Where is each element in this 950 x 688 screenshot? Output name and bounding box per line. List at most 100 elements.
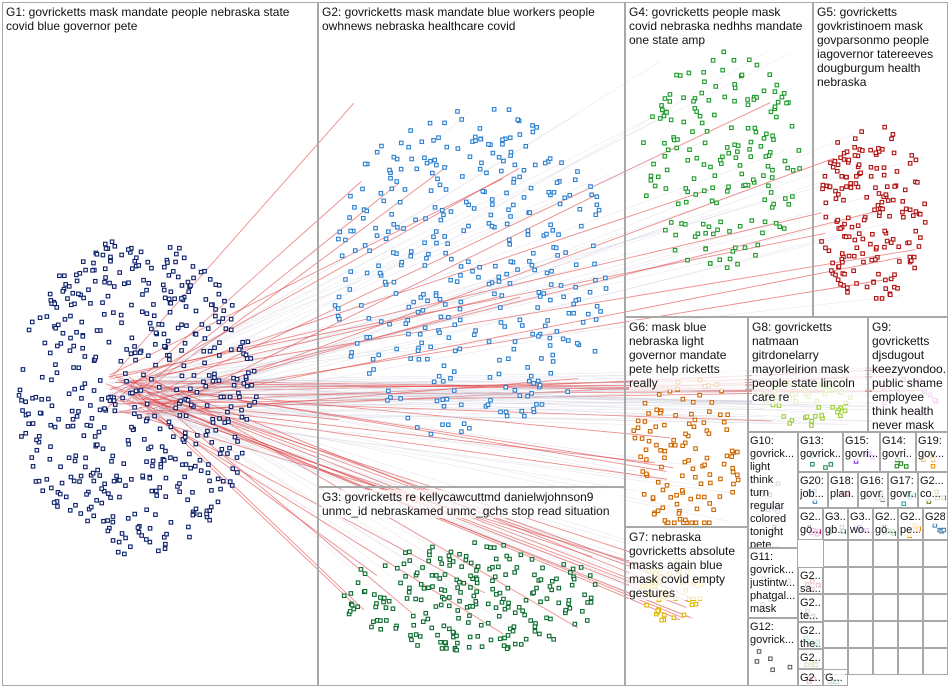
node	[52, 301, 58, 307]
node	[571, 301, 576, 307]
node	[812, 413, 818, 419]
node	[139, 309, 145, 315]
node	[763, 154, 769, 159]
node	[573, 284, 578, 290]
group-box: G28	[923, 508, 948, 540]
node	[20, 367, 26, 372]
node	[179, 296, 184, 301]
node	[873, 296, 879, 301]
node	[439, 646, 445, 651]
node	[503, 384, 509, 390]
node	[421, 292, 426, 297]
node	[415, 425, 420, 430]
group-label: G7: nebraska govricketts absolute masks …	[629, 530, 745, 600]
node	[423, 610, 429, 616]
node	[711, 231, 716, 237]
group-label: G9: govricketts djsdugout keezyvondoo...…	[872, 320, 945, 432]
node	[706, 224, 712, 230]
node	[360, 215, 366, 221]
node	[668, 495, 674, 500]
node	[185, 279, 191, 285]
group-cell	[873, 594, 898, 621]
node	[406, 144, 411, 150]
node	[430, 544, 435, 550]
node	[727, 229, 732, 234]
node	[835, 409, 840, 415]
node	[534, 402, 539, 407]
node	[74, 329, 79, 335]
node	[790, 194, 795, 199]
node	[721, 419, 727, 425]
node	[644, 457, 649, 462]
node	[92, 278, 98, 284]
node	[246, 370, 251, 376]
node	[420, 565, 425, 570]
node	[162, 546, 168, 551]
node	[437, 330, 442, 336]
node	[23, 399, 28, 405]
node	[737, 223, 743, 229]
node	[709, 198, 715, 204]
node	[457, 346, 463, 352]
node	[94, 328, 100, 333]
node	[352, 248, 358, 253]
node	[775, 99, 781, 105]
node	[34, 437, 39, 443]
node	[888, 276, 894, 282]
node	[236, 390, 241, 396]
node	[377, 270, 383, 276]
node	[833, 196, 839, 201]
node	[662, 96, 668, 101]
node	[500, 141, 505, 147]
node	[644, 193, 649, 199]
node	[507, 281, 513, 286]
node	[580, 320, 586, 325]
node	[913, 209, 919, 214]
node	[661, 612, 667, 618]
node	[882, 124, 887, 130]
group-cell	[823, 540, 848, 567]
node	[71, 365, 76, 370]
node	[574, 340, 580, 346]
edge	[109, 178, 503, 376]
node	[141, 277, 146, 283]
node	[490, 202, 495, 207]
node	[36, 433, 42, 439]
node	[536, 289, 542, 295]
group-cell	[923, 594, 948, 621]
node	[213, 307, 218, 312]
node	[845, 290, 850, 295]
node	[539, 356, 544, 361]
node	[144, 401, 150, 407]
group-label: G3... gb...	[825, 511, 845, 537]
node	[435, 176, 440, 182]
node	[142, 437, 147, 442]
node	[653, 424, 659, 430]
node	[786, 202, 792, 207]
node	[488, 545, 493, 550]
node	[137, 350, 143, 355]
node	[724, 453, 730, 459]
node	[185, 497, 190, 503]
node	[381, 198, 387, 204]
node	[110, 519, 116, 525]
node	[254, 394, 259, 400]
node	[221, 308, 227, 313]
edge	[148, 189, 893, 396]
node	[163, 475, 169, 481]
node	[429, 573, 435, 578]
node	[588, 600, 594, 605]
node	[525, 393, 530, 399]
node	[501, 643, 507, 648]
node	[603, 286, 609, 291]
node	[132, 350, 138, 356]
node	[851, 253, 857, 259]
node	[175, 274, 181, 280]
node	[205, 326, 211, 331]
node	[486, 221, 492, 226]
node	[207, 478, 212, 484]
group-cell	[823, 621, 848, 648]
node	[425, 298, 430, 304]
node	[439, 561, 445, 566]
node	[729, 454, 735, 459]
